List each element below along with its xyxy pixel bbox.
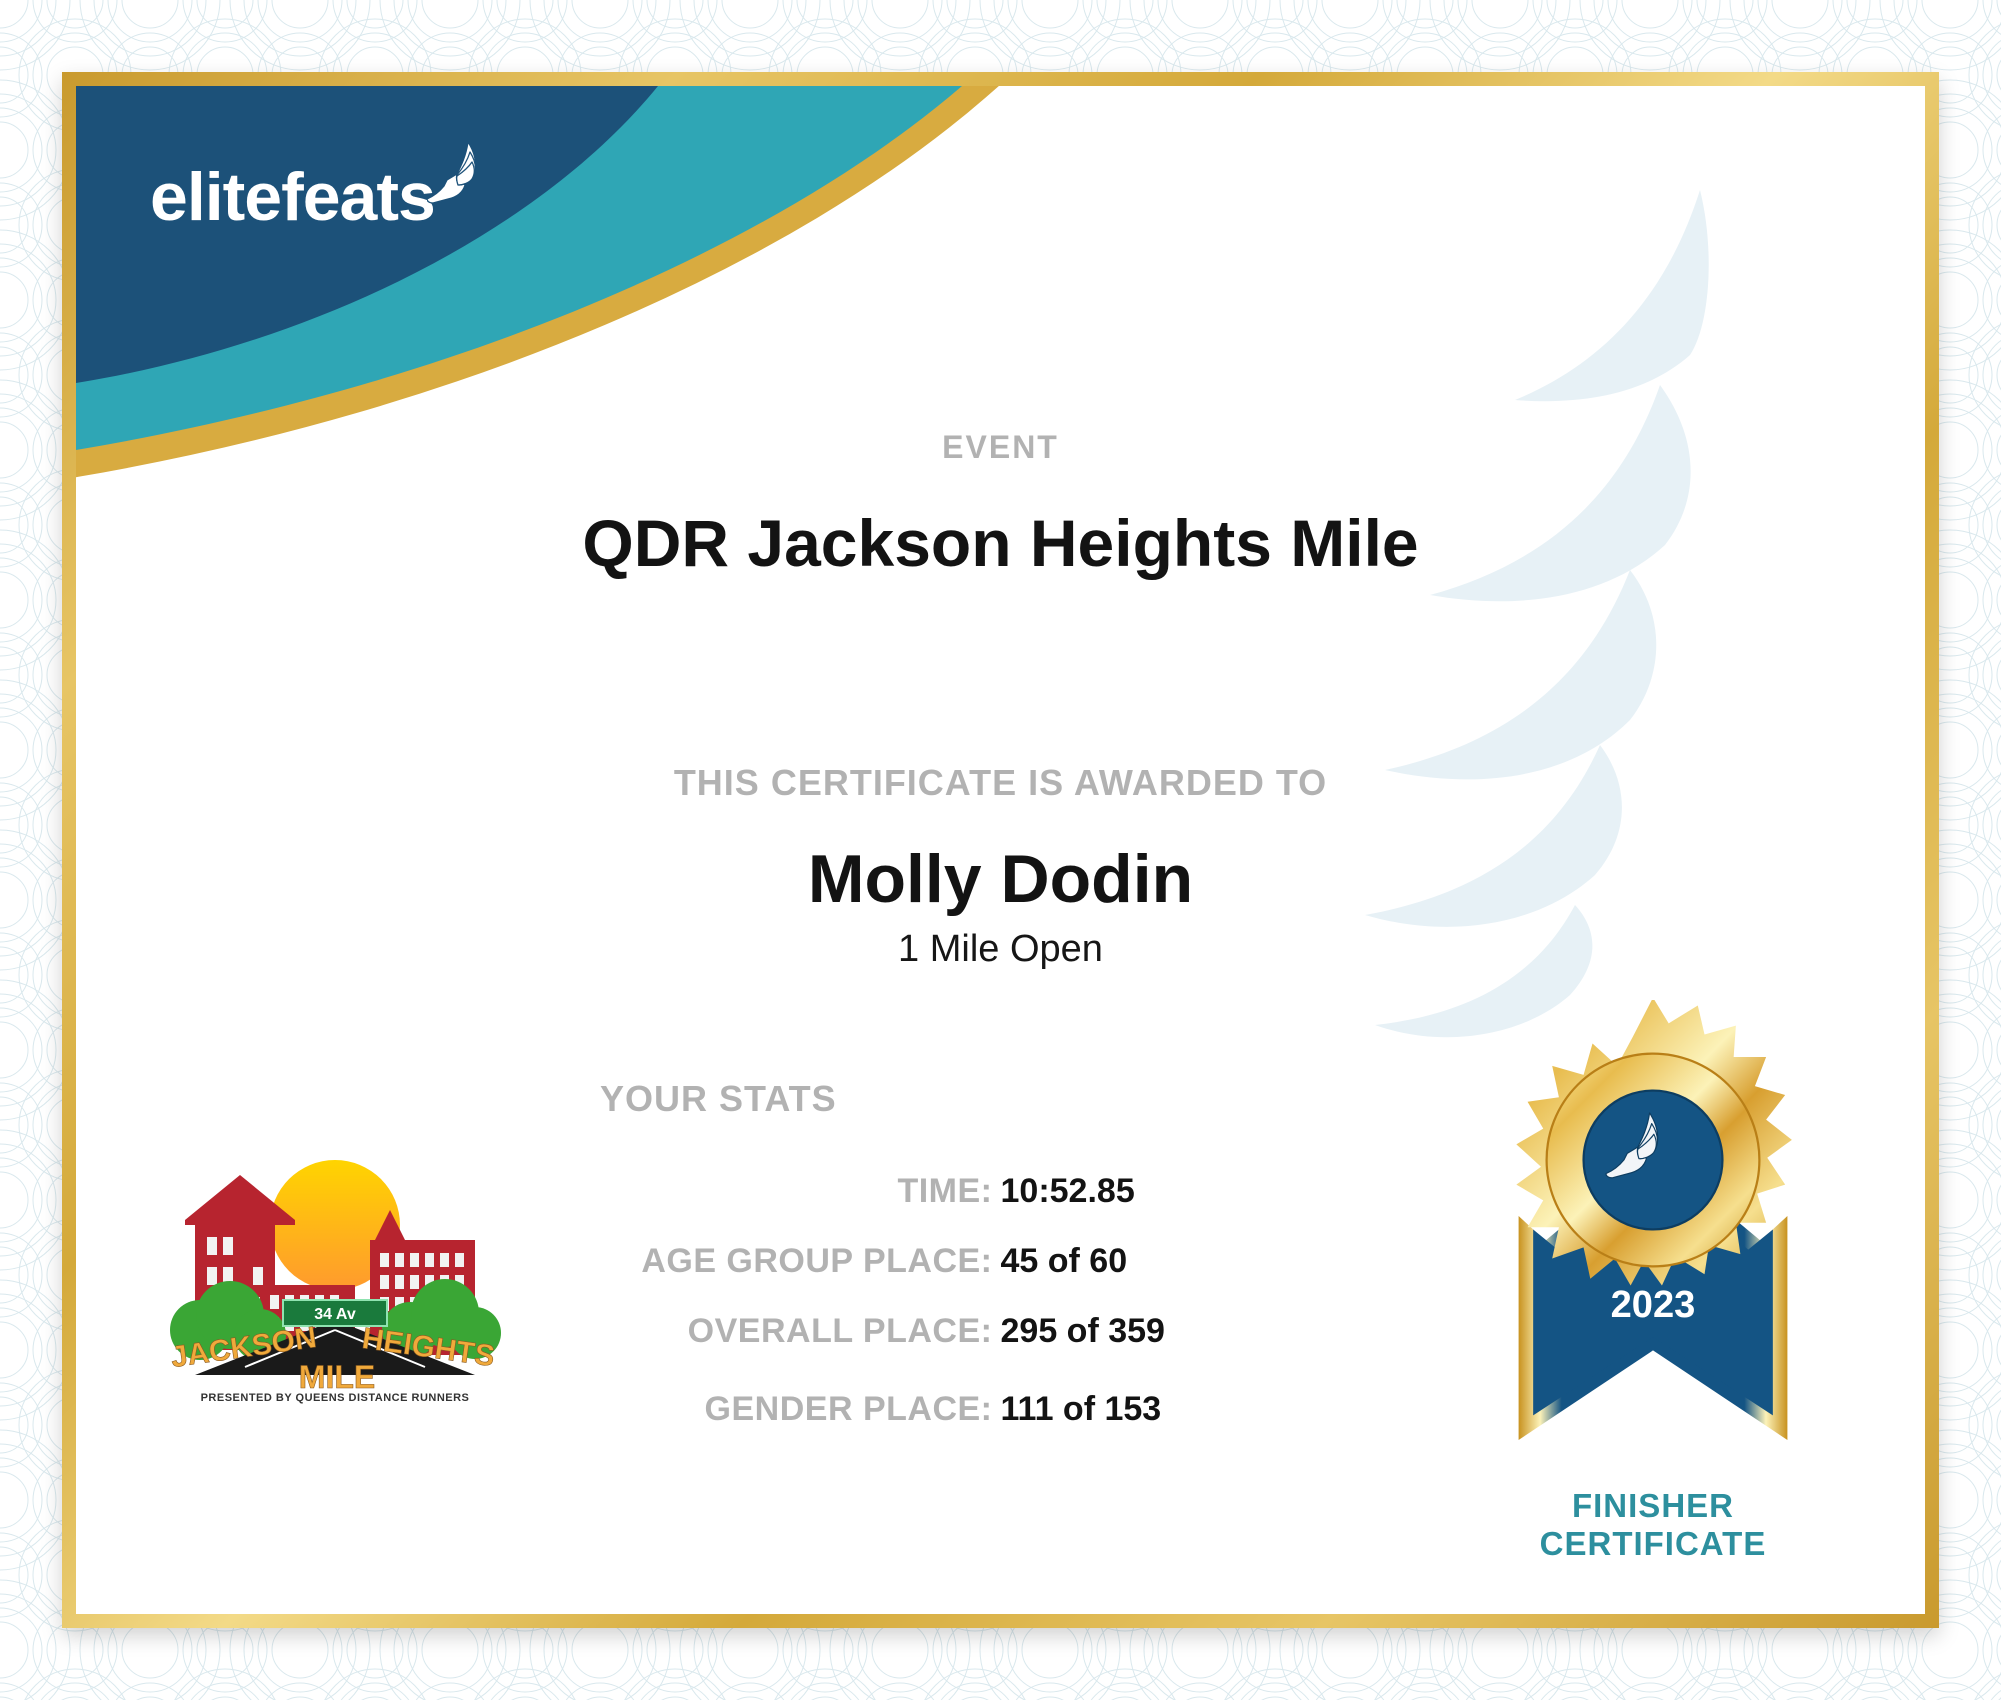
svg-text:34 Av: 34 Av (314, 1306, 356, 1323)
svg-text:2023: 2023 (1611, 1284, 1696, 1326)
svg-text:PRESENTED BY QUEENS DISTANCE R: PRESENTED BY QUEENS DISTANCE RUNNERS (201, 1392, 470, 1404)
svg-text:CERTIFICATE: CERTIFICATE (1540, 1525, 1767, 1562)
svg-text:FINISHER: FINISHER (1572, 1487, 1734, 1524)
svg-text:MILE: MILE (299, 1359, 375, 1395)
